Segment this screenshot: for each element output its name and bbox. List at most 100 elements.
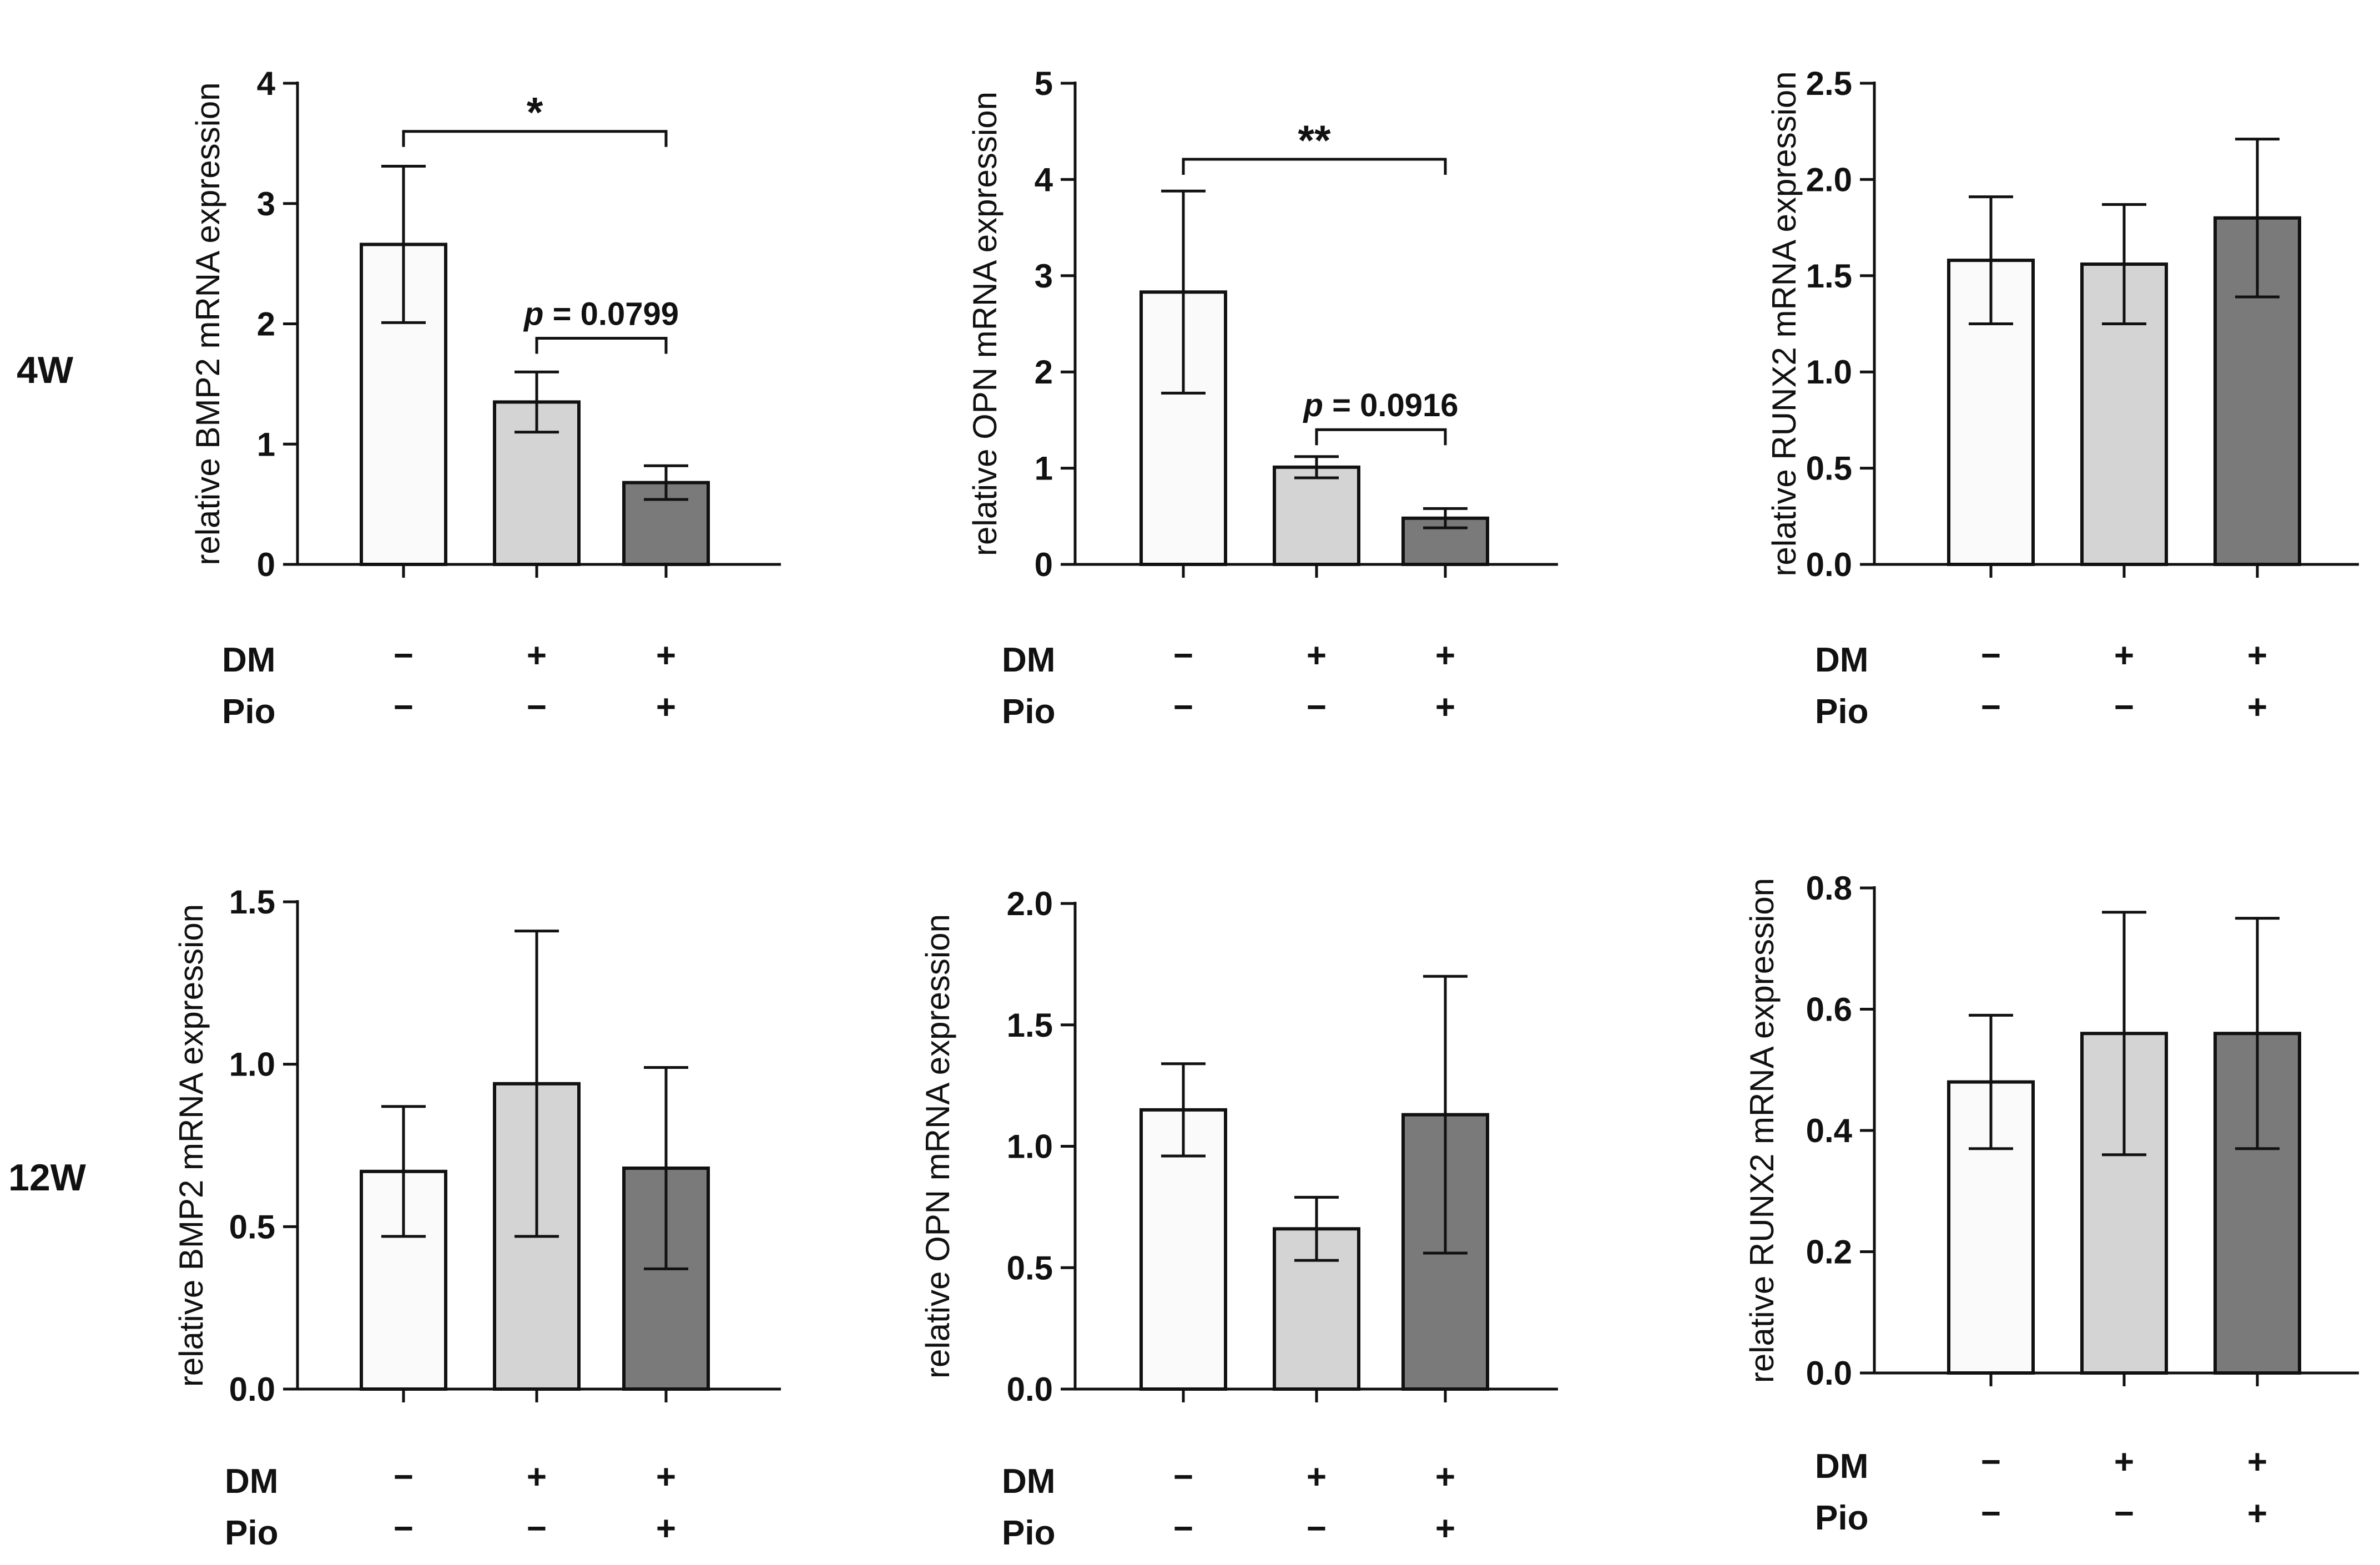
y-tick-label: 4 — [1035, 161, 1053, 198]
y-tick-label: 0.8 — [1806, 870, 1852, 907]
group-mark: − — [1173, 1458, 1193, 1496]
group-mark: + — [2114, 1443, 2134, 1481]
y-axis-label: relative RUNX2 mRNA expression — [1743, 878, 1781, 1383]
group-mark: + — [2247, 1443, 2267, 1481]
group-mark: + — [1435, 637, 1455, 675]
y-tick-label: 0.2 — [1806, 1234, 1852, 1271]
y-tick-label: 0 — [257, 546, 275, 583]
group-mark: − — [1981, 1443, 2001, 1481]
group-mark: − — [1173, 637, 1193, 675]
group-label-dm: DM — [1002, 641, 1055, 679]
y-tick-label: 0.0 — [229, 1371, 275, 1408]
y-tick-label: 0.6 — [1806, 991, 1852, 1028]
p-symbol: p — [1303, 387, 1323, 423]
row-label-4w: 4W — [17, 349, 74, 391]
y-tick-label: 0 — [1035, 546, 1053, 583]
y-tick-label: 4 — [257, 65, 276, 102]
y-axis-label: relative BMP2 mRNA expression — [189, 82, 226, 565]
group-label-pio: Pio — [1815, 693, 1868, 731]
group-label-dm: DM — [1815, 1447, 1868, 1486]
chart-bmp2-12w: 0.0 0.5 1.0 1.5 relative BMP2 mRNA expressio… — [173, 884, 781, 1552]
p-value-label: p = 0.0916 — [1303, 387, 1459, 423]
group-label-dm: DM — [1815, 641, 1868, 679]
group-mark: − — [394, 1510, 414, 1548]
y-axis-label: relative BMP2 mRNA expression — [173, 904, 210, 1387]
y-tick-label: 2.0 — [1007, 885, 1053, 922]
y-tick-label: 1.0 — [1806, 354, 1852, 391]
bar — [1273, 465, 1360, 567]
y-tick-label: 3 — [1035, 258, 1053, 295]
chart-opn-12w: 0.0 0.5 1.0 1.5 2.0 relative OPN mRNA express… — [919, 885, 1558, 1552]
y-tick-label: 2.0 — [1806, 161, 1852, 198]
y-tick-label: 1.5 — [1806, 258, 1852, 295]
group-mark: + — [2247, 637, 2267, 675]
y-tick-label: 2.5 — [1806, 65, 1852, 102]
group-label-dm: DM — [222, 641, 275, 679]
p-symbol: p — [523, 296, 543, 332]
group-mark: − — [527, 688, 547, 726]
y-tick-label: 1.0 — [1007, 1128, 1053, 1165]
group-mark: + — [2247, 1495, 2267, 1533]
y-tick-label: 5 — [1035, 65, 1053, 102]
group-mark: + — [1307, 637, 1327, 675]
chart-runx2-12w: 0.0 0.2 0.4 0.6 0.8 relative RUNX2 mRNA expre… — [1743, 870, 2359, 1537]
significance-bracket — [1182, 158, 1447, 175]
y-tick-label: 0.0 — [1806, 546, 1852, 583]
group-mark: + — [1307, 1458, 1327, 1496]
group-mark: + — [656, 688, 676, 726]
p-value-text: = 0.0916 — [1323, 387, 1459, 423]
y-axis-label: relative OPN mRNA expression — [919, 914, 956, 1379]
group-mark: − — [2114, 688, 2134, 726]
group-mark: + — [2114, 637, 2134, 675]
row-label-12w: 12W — [8, 1157, 87, 1199]
y-tick-label: 3 — [257, 185, 275, 223]
significance-bracket — [402, 130, 668, 147]
group-mark: + — [527, 1458, 547, 1496]
group-mark: − — [394, 688, 414, 726]
group-mark: + — [656, 1458, 676, 1496]
group-label-dm: DM — [225, 1462, 278, 1501]
group-mark: + — [1435, 1458, 1455, 1496]
y-tick-label: 0.5 — [1007, 1249, 1053, 1286]
group-label-pio: Pio — [222, 693, 275, 731]
group-mark: − — [394, 1458, 414, 1496]
group-mark: − — [1981, 688, 2001, 726]
y-tick-label: 1 — [257, 426, 275, 463]
group-label-pio: Pio — [225, 1514, 278, 1552]
group-mark: − — [2114, 1495, 2134, 1533]
significance-bracket — [1315, 428, 1447, 446]
group-mark: + — [1435, 688, 1455, 726]
y-tick-label: 0.0 — [1007, 1371, 1053, 1408]
group-label-dm: DM — [1002, 1462, 1055, 1501]
group-mark: + — [527, 637, 547, 675]
significance-bracket — [535, 337, 668, 354]
chart-panels: 0 1 2 3 4 relative BMP2 mRNA expression * p = 0… — [173, 65, 2359, 1552]
y-tick-label: 2 — [1035, 354, 1053, 391]
y-axis-label: relative OPN mRNA expression — [966, 92, 1004, 556]
chart-bmp2-4w: 0 1 2 3 4 relative BMP2 mRNA expression * p = 0… — [189, 65, 781, 731]
group-label-pio: Pio — [1002, 1514, 1055, 1552]
y-tick-label: 0.0 — [1806, 1355, 1852, 1392]
y-tick-label: 0.5 — [1806, 450, 1852, 487]
y-tick-label: 1.0 — [229, 1046, 275, 1083]
y-tick-label: 0.4 — [1806, 1112, 1853, 1149]
group-mark: + — [656, 1510, 676, 1548]
y-axis-label: relative RUNX2 mRNA expression — [1766, 71, 1803, 576]
group-mark: − — [1981, 637, 2001, 675]
group-mark: − — [527, 1510, 547, 1548]
group-mark: + — [1435, 1510, 1455, 1548]
group-mark: − — [1307, 688, 1327, 726]
group-label-pio: Pio — [1002, 693, 1055, 731]
group-mark: − — [1173, 1510, 1193, 1548]
group-mark: − — [1307, 1510, 1327, 1548]
group-mark: + — [656, 637, 676, 675]
group-mark: − — [1981, 1495, 2001, 1533]
y-tick-label: 1.5 — [1007, 1007, 1053, 1044]
y-tick-label: 1 — [1035, 450, 1053, 487]
group-label-pio: Pio — [1815, 1499, 1868, 1537]
p-value-text: = 0.0799 — [543, 296, 679, 332]
group-mark: + — [2247, 688, 2267, 726]
p-value-label: p = 0.0799 — [523, 296, 679, 332]
chart-opn-4w: 0 1 2 3 4 5 relative OPN mRNA expression ** p = … — [966, 65, 1558, 731]
